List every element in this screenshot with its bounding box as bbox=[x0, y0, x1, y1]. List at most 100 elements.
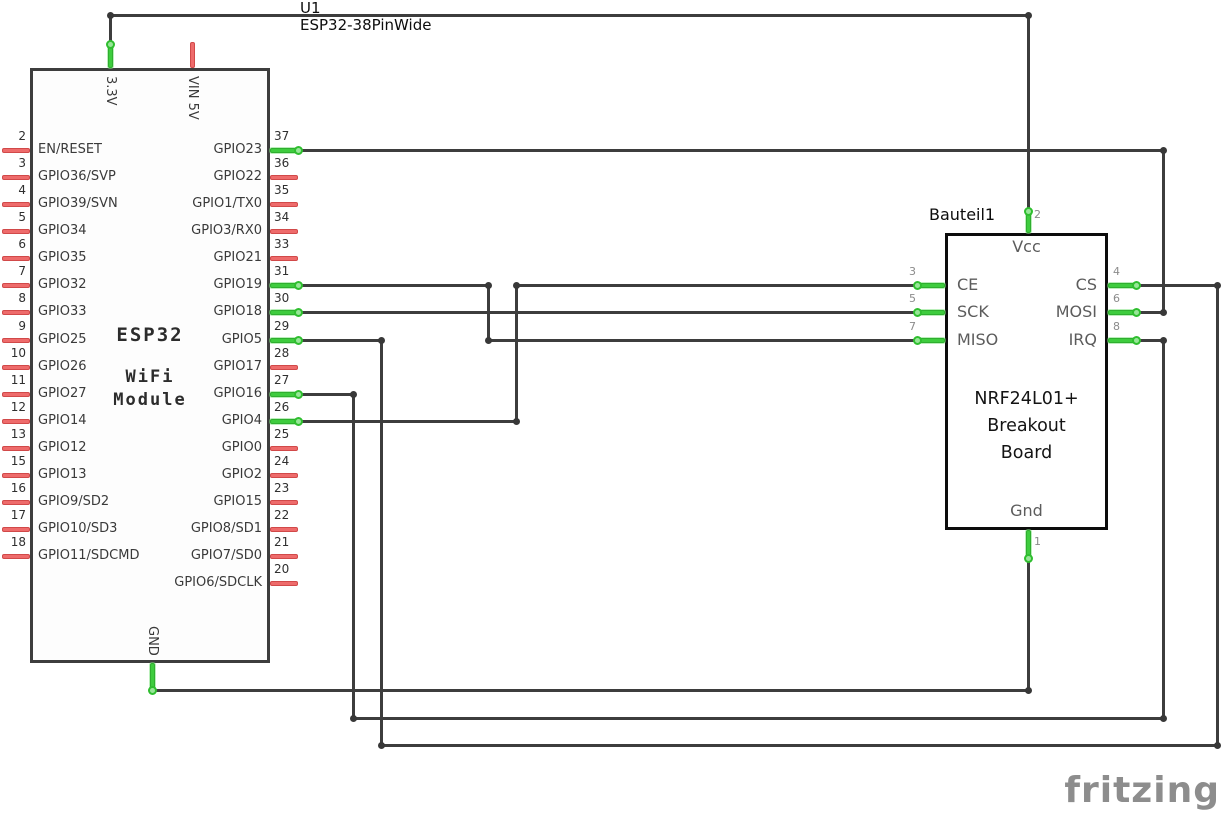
esp32-pin-15-gpio13-label: GPIO13 bbox=[38, 467, 87, 482]
esp32-pin-31-gpio19-number: 31 bbox=[274, 264, 290, 278]
nrf-pin-6-mosi-connection-dot bbox=[1132, 308, 1141, 317]
esp32-pin-7-gpio32[interactable] bbox=[2, 283, 30, 288]
esp32-pin-30-gpio18-number: 30 bbox=[274, 291, 290, 305]
esp32-pin-12-gpio14[interactable] bbox=[2, 419, 30, 424]
esp32-pin-8-gpio33-label: GPIO33 bbox=[38, 304, 87, 319]
esp32-pin-33-gpio21-number: 33 bbox=[274, 237, 290, 251]
esp32-pin-15-gpio13[interactable] bbox=[2, 473, 30, 478]
wire-gpio19-to-miso[interactable] bbox=[297, 284, 490, 287]
esp32-pin-vin-5v[interactable] bbox=[190, 42, 195, 68]
nrf-pin-5-sck-connection-dot bbox=[913, 308, 922, 317]
nrf24l01-module-body[interactable] bbox=[945, 233, 1108, 530]
esp32-pin-24-gpio2[interactable] bbox=[270, 473, 298, 478]
esp32-pin-25-gpio0-number: 25 bbox=[274, 427, 290, 441]
wire-junction-dot bbox=[107, 12, 114, 19]
wire-gpio5-to-cs[interactable] bbox=[1135, 284, 1219, 287]
esp32-pin-3-gpio36-svp[interactable] bbox=[2, 175, 30, 180]
esp32-pin-8-gpio33-number: 8 bbox=[18, 291, 26, 305]
esp32-pin-29-gpio5-connection-dot bbox=[294, 336, 303, 345]
esp32-pin-23-gpio15[interactable] bbox=[270, 500, 298, 505]
esp32-pin-17-gpio10-sd3-number: 17 bbox=[10, 508, 26, 522]
esp32-pin-6-gpio35[interactable] bbox=[2, 256, 30, 261]
wire-gpio23-to-mosi[interactable] bbox=[1162, 149, 1165, 314]
esp32-pin-6-gpio35-label: GPIO35 bbox=[38, 250, 87, 265]
esp32-pin-22-gpio8-sd1[interactable] bbox=[270, 527, 298, 532]
esp32-pin-36-gpio22-label: GPIO22 bbox=[213, 169, 262, 184]
wire-junction-dot bbox=[485, 337, 492, 344]
wire-gpio5-to-cs[interactable] bbox=[297, 339, 383, 342]
wire-gpio23-to-mosi[interactable] bbox=[297, 149, 1165, 152]
esp32-pin-37-gpio23-number: 37 bbox=[274, 129, 290, 143]
wire-3v3-to-vcc[interactable] bbox=[109, 14, 112, 46]
esp32-pin-25-gpio0-label: GPIO0 bbox=[221, 440, 262, 455]
esp32-pin-11-gpio27[interactable] bbox=[2, 392, 30, 397]
wire-junction-dot bbox=[1160, 147, 1167, 154]
wire-gnd-to-gnd[interactable] bbox=[1027, 557, 1030, 692]
esp32-pin-21-gpio7-sd0-label: GPIO7/SD0 bbox=[190, 548, 262, 563]
esp32-pin-33-gpio21[interactable] bbox=[270, 256, 298, 261]
esp32-pin-18-gpio11-sdcmd[interactable] bbox=[2, 554, 30, 559]
wire-gpio18-to-sck[interactable] bbox=[297, 311, 919, 314]
esp32-pin-28-gpio17-number: 28 bbox=[274, 346, 290, 360]
esp32-pin-36-gpio22-number: 36 bbox=[274, 156, 290, 170]
wire-gpio5-to-cs[interactable] bbox=[380, 339, 383, 747]
esp32-pin-4-gpio39-svn[interactable] bbox=[2, 202, 30, 207]
esp32-pin-12-gpio14-number: 12 bbox=[10, 400, 26, 414]
esp32-pin-21-gpio7-sd0[interactable] bbox=[270, 554, 298, 559]
wire-gpio16-to-irq[interactable] bbox=[352, 717, 1165, 720]
wire-gpio5-to-cs[interactable] bbox=[1216, 284, 1219, 747]
wire-gpio16-to-irq[interactable] bbox=[352, 393, 355, 720]
esp32-pin-10-gpio26[interactable] bbox=[2, 365, 30, 370]
esp32-pin-13-gpio12[interactable] bbox=[2, 446, 30, 451]
nrf-pin-2-vcc-connection-dot bbox=[1024, 207, 1033, 216]
wire-gpio16-to-irq[interactable] bbox=[1135, 339, 1165, 342]
wire-gnd-to-gnd[interactable] bbox=[151, 689, 1030, 692]
esp32-pin-9-gpio25[interactable] bbox=[2, 338, 30, 343]
esp32-pin-9-gpio25-number: 9 bbox=[18, 319, 26, 333]
nrf-pin-7-miso-connection-dot bbox=[913, 336, 922, 345]
wire-gpio4-to-ce[interactable] bbox=[297, 420, 518, 423]
wire-gpio19-to-miso[interactable] bbox=[487, 339, 919, 342]
esp32-pin-27-gpio16-number: 27 bbox=[274, 373, 290, 387]
esp32-pin-7-gpio32-number: 7 bbox=[18, 264, 26, 278]
esp32-pin-25-gpio0[interactable] bbox=[270, 446, 298, 451]
esp32-pin-2-en-reset[interactable] bbox=[2, 148, 30, 153]
esp32-pin-34-gpio3-rx0[interactable] bbox=[270, 229, 298, 234]
wire-junction-dot bbox=[1214, 742, 1221, 749]
esp32-pin-34-gpio3-rx0-number: 34 bbox=[274, 210, 290, 224]
esp32-pin-36-gpio22[interactable] bbox=[270, 175, 298, 180]
wire-3v3-to-vcc[interactable] bbox=[109, 14, 1030, 17]
nrf-pin-1-gnd-number: 1 bbox=[1034, 535, 1041, 548]
esp32-pin-37-gpio23-connection-dot bbox=[294, 146, 303, 155]
esp32-module-body[interactable] bbox=[30, 68, 270, 663]
nrf-pin-5-sck-number: 5 bbox=[909, 292, 916, 305]
wire-gpio23-to-mosi[interactable] bbox=[1135, 311, 1165, 314]
esp32-pin-15-gpio13-number: 15 bbox=[10, 454, 26, 468]
esp32-pin-28-gpio17[interactable] bbox=[270, 365, 298, 370]
nrf-pin-5-sck-label: SCK bbox=[957, 302, 989, 321]
esp32-pin-16-gpio9-sd2[interactable] bbox=[2, 500, 30, 505]
esp32-pin-20-gpio6-sdclk[interactable] bbox=[270, 581, 298, 586]
esp32-pin-35-gpio1-tx0[interactable] bbox=[270, 202, 298, 207]
nrf-pin-6-mosi-number: 6 bbox=[1113, 292, 1120, 305]
wire-gpio16-to-irq[interactable] bbox=[1162, 339, 1165, 720]
esp32-pin-30-gpio18-label: GPIO18 bbox=[213, 304, 262, 319]
wire-gpio16-to-irq[interactable] bbox=[297, 393, 355, 396]
wire-gpio4-to-ce[interactable] bbox=[515, 284, 518, 423]
esp32-pin-17-gpio10-sd3[interactable] bbox=[2, 527, 30, 532]
esp32-pin-21-gpio7-sd0-number: 21 bbox=[274, 535, 290, 549]
esp32-pin-5-gpio34-number: 5 bbox=[18, 210, 26, 224]
wire-junction-dot bbox=[1160, 715, 1167, 722]
esp32-pin-3-3v-connection-dot bbox=[106, 40, 115, 49]
wire-gpio5-to-cs[interactable] bbox=[380, 744, 1219, 747]
esp32-pin-8-gpio33[interactable] bbox=[2, 310, 30, 315]
nrf-pin-7-miso-number: 7 bbox=[909, 320, 916, 333]
wire-3v3-to-vcc[interactable] bbox=[1027, 14, 1030, 213]
esp32-pin-10-gpio26-label: GPIO26 bbox=[38, 359, 87, 374]
esp32-pin-28-gpio17-label: GPIO17 bbox=[213, 359, 262, 374]
esp32-pin-3-gpio36-svp-number: 3 bbox=[18, 156, 26, 170]
esp32-pin-29-gpio5-label: GPIO5 bbox=[221, 332, 262, 347]
esp32-pin-5-gpio34[interactable] bbox=[2, 229, 30, 234]
wire-gpio4-to-ce[interactable] bbox=[515, 284, 919, 287]
